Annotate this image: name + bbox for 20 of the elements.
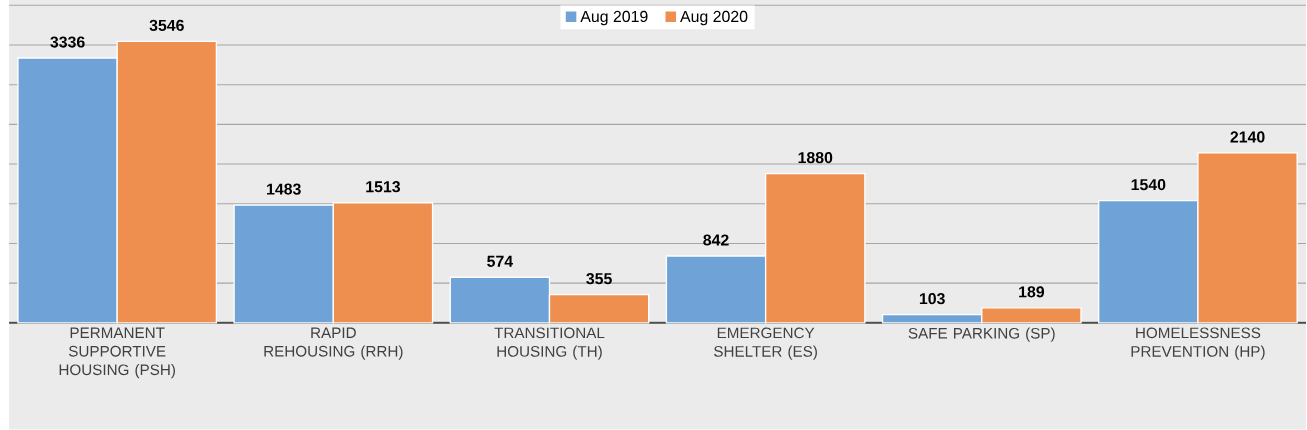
data-label: 3336: [50, 36, 85, 48]
x-tick-label: HOMELESSNESS PREVENTION (HP): [1131, 327, 1265, 360]
data-label: 189: [1019, 286, 1045, 298]
data-label: 1880: [798, 152, 833, 164]
x-tick-label: EMERGENCY SHELTER (ES): [714, 327, 817, 360]
x-tick-label: PERMANENT SUPPORTIVE HOUSING (PSH): [59, 327, 175, 379]
x-tick-label: SAFE PARKING (SP): [908, 327, 1055, 342]
data-label: 1540: [1131, 179, 1166, 191]
data-label: 3546: [149, 19, 184, 32]
legend-label: Aug 2019: [580, 11, 648, 26]
data-label: 2140: [1230, 131, 1265, 143]
legend-label: Aug 2020: [680, 11, 748, 26]
x-tick-label: TRANSITIONAL HOUSING (TH): [494, 327, 605, 360]
data-label: 355: [586, 273, 612, 285]
x-tick-label: RAPID REHOUSING (RRH): [264, 327, 403, 360]
data-label: 842: [703, 234, 729, 246]
data-label: 103: [919, 293, 945, 305]
data-label: 574: [487, 256, 514, 268]
data-label: 1513: [366, 181, 401, 193]
data-label: 1483: [267, 183, 301, 195]
